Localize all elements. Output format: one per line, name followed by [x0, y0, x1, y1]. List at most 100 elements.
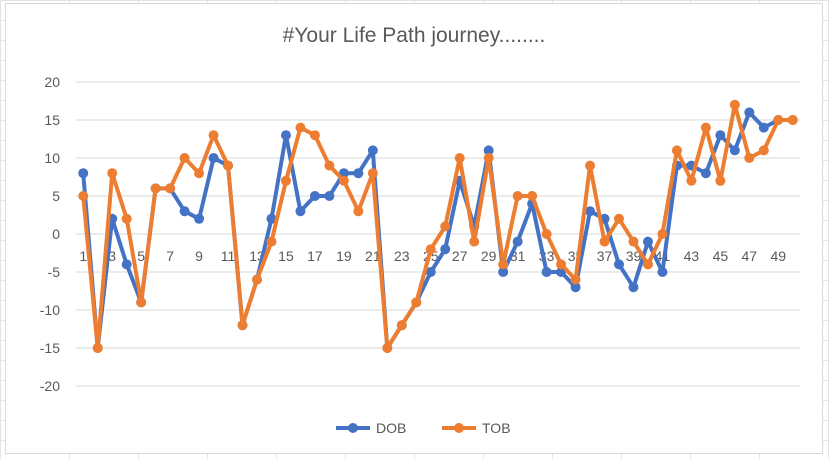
data-point-tob	[382, 343, 393, 353]
legend-marker	[454, 423, 464, 433]
data-point-tob	[179, 153, 190, 163]
data-point-tob	[628, 236, 639, 247]
x-tick-label: 1	[79, 248, 87, 264]
data-point-dob	[280, 130, 291, 141]
data-point-dob	[266, 213, 277, 224]
gridlines	[76, 81, 800, 387]
x-tick-label: 17	[307, 248, 323, 264]
x-tick-label: 9	[195, 248, 203, 264]
data-point-tob	[729, 99, 740, 110]
data-point-dob	[440, 244, 451, 255]
data-point-dob	[715, 130, 726, 141]
data-point-dob	[324, 191, 335, 201]
data-point-tob	[353, 206, 364, 217]
data-point-tob	[78, 191, 89, 201]
data-point-tob	[194, 168, 205, 179]
y-tick-label: 15	[44, 112, 60, 128]
data-point-dob	[642, 236, 653, 247]
legend-item-dob[interactable]: DOB	[336, 420, 406, 436]
data-point-tob	[570, 274, 581, 285]
series-dob	[78, 107, 798, 353]
legend-item-tob[interactable]: TOB	[442, 420, 511, 436]
data-point-tob	[440, 221, 451, 232]
data-point-dob	[541, 267, 552, 277]
data-point-tob	[700, 122, 711, 133]
data-point-dob	[78, 168, 89, 179]
data-point-tob	[657, 229, 668, 239]
data-point-tob	[266, 236, 277, 247]
data-point-tob	[614, 213, 624, 224]
x-tick-label: 37	[597, 248, 613, 264]
data-point-dob	[194, 213, 205, 224]
series-layer	[78, 99, 798, 353]
y-axis-tick-labels: 20 15 10 5 0 -5 -10 -15 -20	[40, 74, 60, 394]
data-point-tob	[121, 213, 132, 224]
data-point-tob	[165, 183, 176, 194]
data-point-tob	[556, 259, 567, 270]
data-point-tob	[208, 130, 219, 141]
data-point-tob	[136, 297, 147, 308]
data-point-tob	[585, 160, 596, 171]
data-point-dob	[657, 267, 668, 277]
data-point-dob	[700, 168, 711, 179]
data-point-tob	[252, 274, 262, 285]
data-point-tob	[744, 153, 755, 163]
data-point-tob	[338, 175, 349, 186]
x-tick-label: 7	[166, 248, 174, 264]
data-point-dob	[121, 259, 132, 270]
data-point-dob	[585, 206, 596, 217]
data-point-tob	[411, 297, 422, 308]
y-tick-label: -15	[40, 340, 60, 356]
data-point-tob	[454, 153, 465, 163]
data-point-tob	[787, 115, 798, 125]
data-point-tob	[237, 320, 248, 331]
data-point-dob	[425, 267, 436, 277]
y-tick-label: 10	[44, 150, 60, 166]
data-point-dob	[570, 282, 581, 293]
x-tick-label: 5	[137, 248, 145, 264]
x-tick-label: 3	[108, 248, 116, 264]
data-point-dob	[628, 282, 639, 293]
data-point-dob	[483, 145, 494, 156]
x-tick-label: 45	[713, 248, 729, 264]
data-point-tob	[758, 145, 769, 156]
legend-label: DOB	[376, 420, 406, 436]
data-point-tob	[483, 153, 494, 163]
data-point-tob	[107, 168, 118, 179]
data-point-tob	[92, 343, 103, 353]
x-tick-label: 11	[221, 248, 236, 264]
chart-frame[interactable]	[5, 3, 823, 454]
x-tick-label: 39	[626, 248, 642, 264]
data-point-dob	[179, 206, 190, 217]
data-point-tob	[324, 160, 335, 171]
data-point-tob	[223, 160, 234, 171]
data-point-tob	[367, 168, 378, 179]
data-point-tob	[541, 229, 552, 239]
data-point-dob	[309, 191, 320, 201]
x-tick-label: 15	[278, 248, 294, 264]
data-point-dob	[614, 259, 624, 270]
data-point-dob	[208, 153, 219, 163]
y-tick-label: 5	[52, 188, 60, 204]
data-point-tob	[686, 175, 697, 186]
x-tick-label: 43	[684, 248, 700, 264]
x-tick-label: 27	[452, 248, 468, 264]
chart-title: #Your Life Path journey........	[283, 24, 546, 47]
data-point-dob	[367, 145, 378, 156]
data-point-tob	[425, 244, 436, 255]
x-tick-label: 19	[336, 248, 352, 264]
data-point-tob	[671, 145, 682, 156]
data-point-tob	[715, 175, 726, 186]
data-point-tob	[527, 191, 538, 201]
y-tick-label: -5	[48, 264, 61, 280]
data-point-tob	[599, 236, 610, 247]
data-point-dob	[295, 206, 306, 217]
series-line-dob	[81, 110, 795, 350]
data-point-tob	[773, 115, 784, 125]
x-tick-label: 23	[394, 248, 410, 264]
series-tob	[78, 99, 798, 353]
y-tick-label: -10	[40, 302, 60, 318]
legend: DOB TOB	[336, 420, 511, 436]
data-point-tob	[642, 259, 653, 270]
